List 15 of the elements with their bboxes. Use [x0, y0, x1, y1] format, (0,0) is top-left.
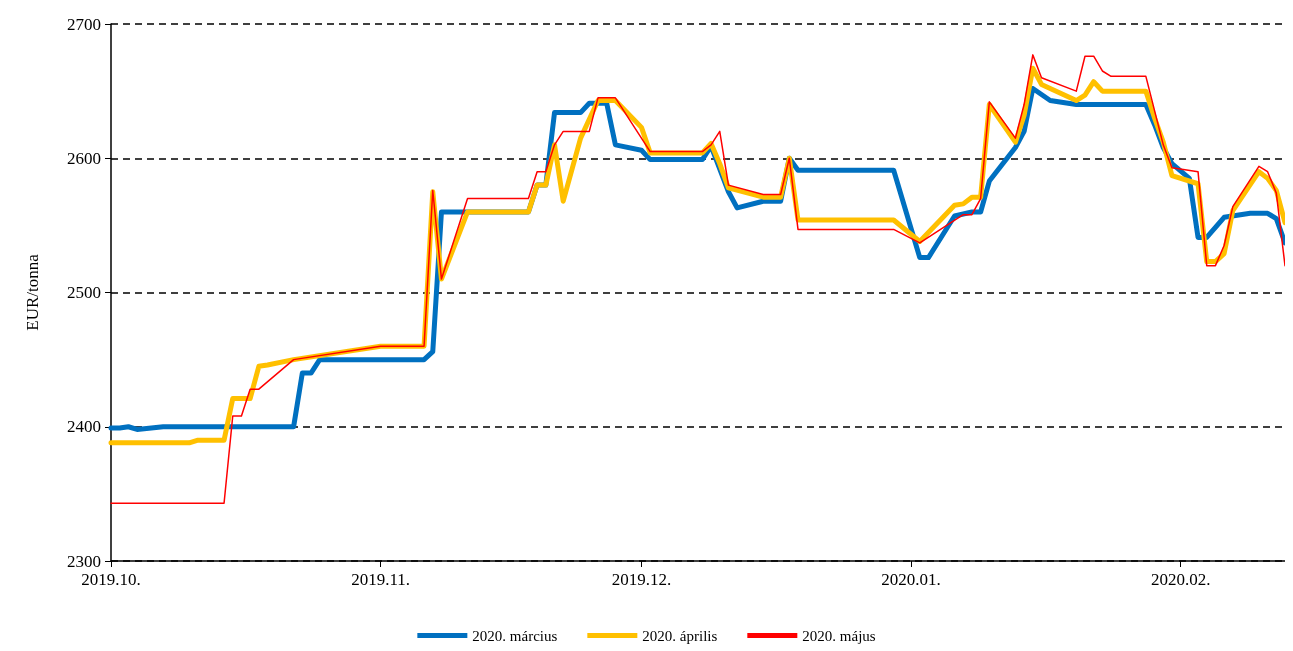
legend-label: 2020. március — [472, 627, 558, 644]
legend-label: 2020. április — [642, 627, 718, 644]
legend-label: 2020. május — [802, 627, 876, 644]
x-tick-label: 2019.10. — [81, 570, 141, 589]
x-tick-label: 2019.12. — [611, 570, 672, 589]
y-tick-label: 2500 — [67, 283, 101, 302]
line-series — [110, 54, 1285, 505]
x-tick-label: 2020.01. — [881, 570, 941, 589]
x-tick-label: 2020.02. — [1150, 570, 1211, 589]
y-tick-label: 2400 — [67, 417, 101, 437]
y-tick-label: 2700 — [67, 14, 101, 34]
y-axis-title: EUR/tonna — [23, 253, 42, 331]
x-tick-label: 2019.11. — [351, 570, 411, 589]
y-tick-label: 2600 — [67, 148, 101, 168]
y-tick-label: 2300 — [67, 551, 101, 571]
